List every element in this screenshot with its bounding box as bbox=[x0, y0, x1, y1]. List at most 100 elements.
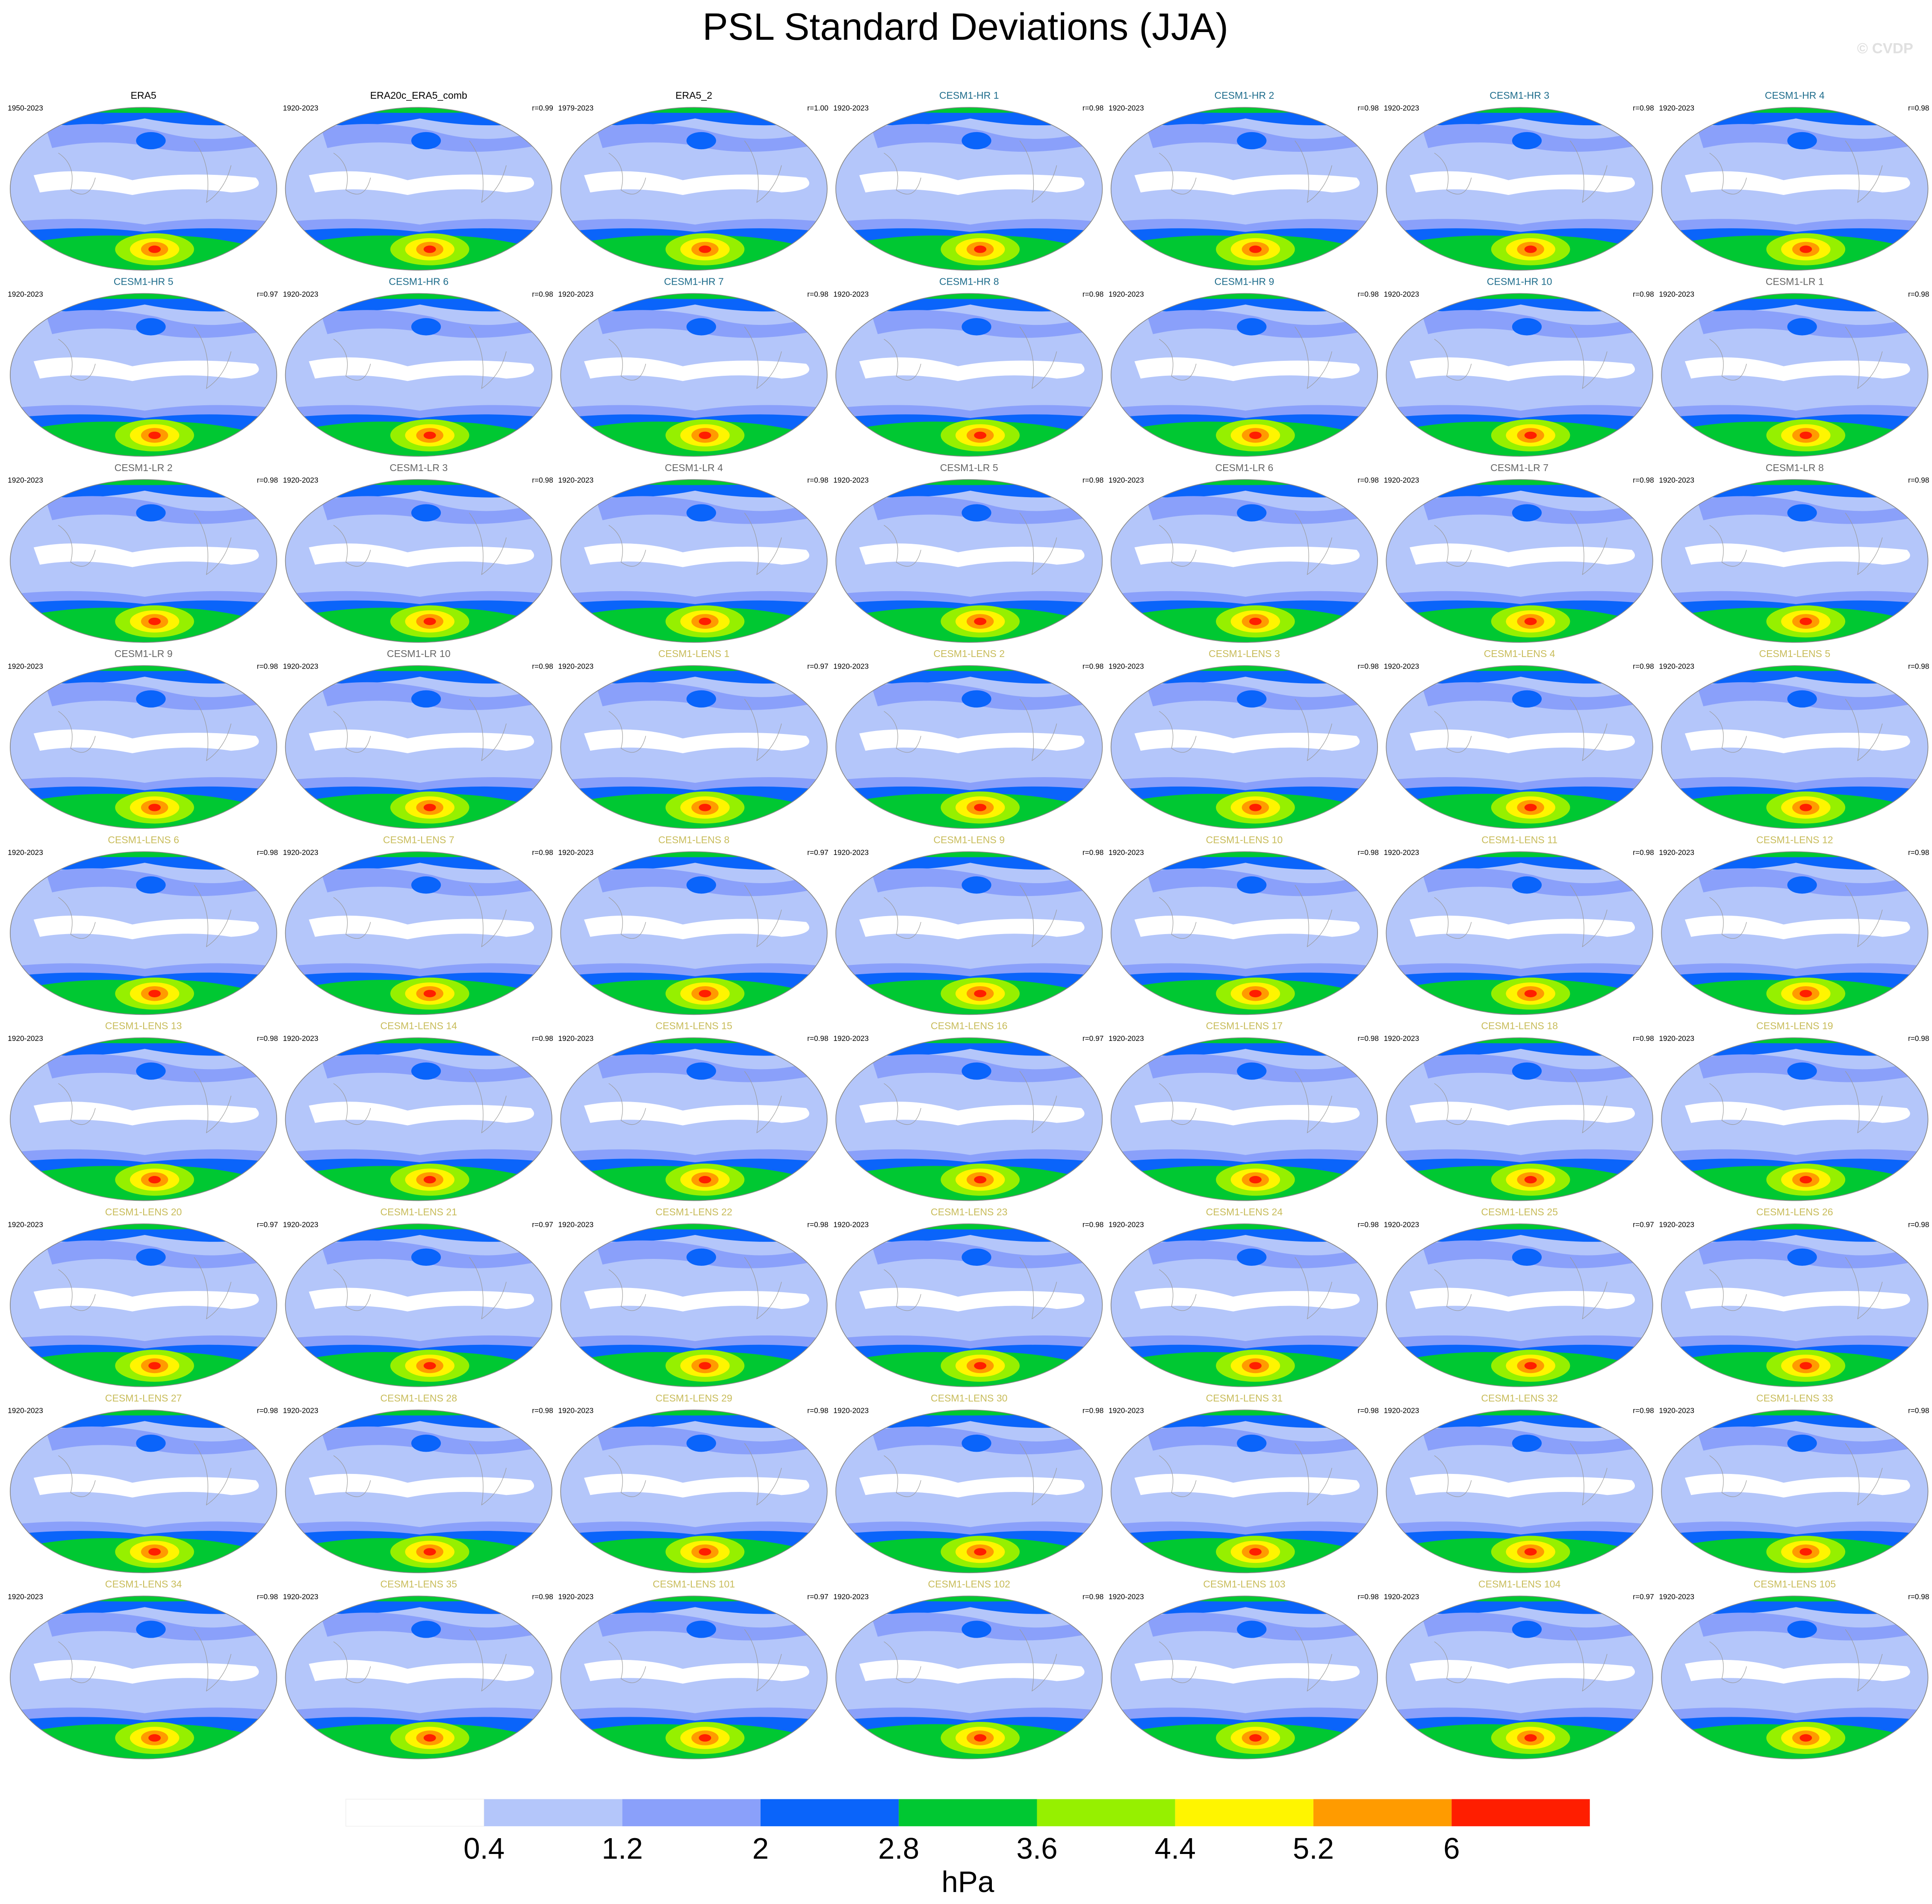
panel-period: 1920-2023 bbox=[8, 290, 43, 298]
colorbar-box bbox=[1037, 1799, 1175, 1827]
map-field bbox=[9, 662, 278, 834]
panel-correlation: r=0.98 bbox=[1908, 290, 1929, 298]
map-panel: CESM1-LENS 33 1920-2023 r=0.98 bbox=[1659, 1392, 1929, 1579]
map-outline bbox=[1386, 851, 1653, 1015]
panel-period: 1950-2023 bbox=[8, 104, 43, 112]
map-panel: ERA5 1950-2023 bbox=[8, 90, 278, 276]
map-outline bbox=[1386, 1223, 1653, 1387]
panel-period: 1920-2023 bbox=[1384, 848, 1419, 857]
map-field bbox=[284, 476, 553, 648]
map bbox=[9, 848, 278, 1021]
map bbox=[835, 662, 1103, 834]
map-panel: CESM1-HR 5 1920-2023 r=0.97 bbox=[8, 276, 278, 463]
map bbox=[1385, 1406, 1654, 1579]
panel-period: 1920-2023 bbox=[8, 848, 43, 857]
map-field bbox=[559, 290, 828, 463]
panel-period: 1920-2023 bbox=[1109, 476, 1144, 484]
map-field bbox=[1660, 290, 1929, 463]
map-field bbox=[835, 476, 1103, 648]
colorbar-label: 3.6 bbox=[1016, 1832, 1057, 1865]
panel-period: 1920-2023 bbox=[833, 1406, 869, 1415]
map-field bbox=[284, 848, 553, 1021]
panel-title: CESM1-HR 7 bbox=[664, 276, 724, 287]
colorbar-box bbox=[1175, 1799, 1314, 1827]
map-field bbox=[1385, 1406, 1654, 1579]
panel-period: 1920-2023 bbox=[558, 662, 593, 670]
map-field bbox=[835, 662, 1103, 834]
panel-correlation: r=0.98 bbox=[257, 662, 278, 670]
map-panel: CESM1-LENS 23 1920-2023 r=0.98 bbox=[833, 1206, 1103, 1393]
panel-period: 1920-2023 bbox=[1659, 476, 1694, 484]
panel-correlation: r=0.98 bbox=[1358, 290, 1379, 298]
map-outline bbox=[1110, 851, 1378, 1015]
map-panel: CESM1-HR 2 1920-2023 r=0.98 bbox=[1109, 90, 1379, 276]
map-outline bbox=[1386, 479, 1653, 643]
map-field bbox=[559, 103, 828, 276]
panel-title: CESM1-LENS 3 bbox=[1209, 648, 1280, 659]
map-panel: CESM1-LR 7 1920-2023 r=0.98 bbox=[1384, 462, 1654, 648]
panel-correlation: r=0.98 bbox=[1633, 104, 1654, 112]
map bbox=[1660, 1220, 1929, 1393]
map-outline bbox=[285, 665, 552, 829]
panel-period: 1979-2023 bbox=[558, 104, 593, 112]
panel-correlation: r=0.97 bbox=[807, 1592, 829, 1601]
map-panel: CESM1-LENS 11 1920-2023 r=0.98 bbox=[1384, 834, 1654, 1020]
map-panel: CESM1-LENS 9 1920-2023 r=0.98 bbox=[833, 834, 1103, 1020]
map bbox=[835, 1034, 1103, 1207]
panel-period: 1920-2023 bbox=[1384, 1034, 1419, 1043]
map-outline bbox=[1661, 1037, 1929, 1201]
map-field bbox=[284, 1406, 553, 1579]
panel-correlation: r=0.98 bbox=[1633, 1034, 1654, 1043]
map-outline bbox=[285, 1409, 552, 1574]
map-outline bbox=[1661, 1595, 1929, 1760]
map-field bbox=[835, 1406, 1103, 1579]
panel-title: CESM1-LENS 17 bbox=[1206, 1020, 1283, 1032]
map-outline bbox=[1661, 107, 1929, 271]
map bbox=[1385, 1592, 1654, 1765]
map-outline bbox=[560, 1037, 828, 1201]
panel-correlation: r=0.97 bbox=[1633, 1220, 1654, 1229]
panel-correlation: r=0.98 bbox=[532, 476, 553, 484]
panel-title: CESM1-LENS 4 bbox=[1484, 648, 1555, 659]
colorbar-box bbox=[484, 1799, 622, 1827]
map-field bbox=[1385, 1220, 1654, 1393]
panel-correlation: r=0.98 bbox=[257, 1034, 278, 1043]
map-field bbox=[835, 1592, 1103, 1765]
panel-correlation: r=0.97 bbox=[807, 662, 829, 670]
panel-title: CESM1-LR 7 bbox=[1490, 462, 1549, 473]
map-outline bbox=[835, 1409, 1103, 1574]
map-outline bbox=[1386, 665, 1653, 829]
panel-title: CESM1-LENS 31 bbox=[1206, 1392, 1283, 1403]
panel-correlation: r=0.97 bbox=[532, 1220, 553, 1229]
map-panel: CESM1-HR 4 1920-2023 r=0.98 bbox=[1659, 90, 1929, 276]
panel-title: CESM1-LENS 15 bbox=[655, 1020, 732, 1032]
colorbar-label: 6 bbox=[1443, 1832, 1460, 1865]
map bbox=[1110, 1592, 1379, 1765]
panel-period: 1920-2023 bbox=[1384, 662, 1419, 670]
panel-period: 1920-2023 bbox=[8, 662, 43, 670]
panel-correlation: r=0.98 bbox=[532, 1406, 553, 1415]
map bbox=[1385, 103, 1654, 276]
map-outline bbox=[285, 479, 552, 643]
panel-title: CESM1-LENS 7 bbox=[383, 834, 454, 845]
colorbar-box bbox=[1451, 1799, 1590, 1827]
panel-correlation: r=0.98 bbox=[1908, 1220, 1929, 1229]
map-field bbox=[1385, 476, 1654, 648]
panel-period: 1920-2023 bbox=[283, 290, 319, 298]
colorbar-box bbox=[345, 1798, 485, 1827]
map-panel: CESM1-LENS 28 1920-2023 r=0.98 bbox=[283, 1392, 553, 1579]
map-field bbox=[9, 848, 278, 1021]
panel-correlation: r=0.98 bbox=[1358, 848, 1379, 857]
panel-correlation: r=0.98 bbox=[807, 1034, 829, 1043]
map-field bbox=[1660, 103, 1929, 276]
panel-correlation: r=0.98 bbox=[1908, 476, 1929, 484]
map-panel: CESM1-LR 9 1920-2023 r=0.98 bbox=[8, 648, 278, 834]
map bbox=[9, 1220, 278, 1393]
map-field bbox=[1110, 662, 1379, 834]
map bbox=[559, 476, 828, 648]
map-outline bbox=[835, 1037, 1103, 1201]
map-outline bbox=[285, 1223, 552, 1387]
map-panel: CESM1-LR 2 1920-2023 r=0.98 bbox=[8, 462, 278, 648]
map bbox=[559, 1406, 828, 1579]
